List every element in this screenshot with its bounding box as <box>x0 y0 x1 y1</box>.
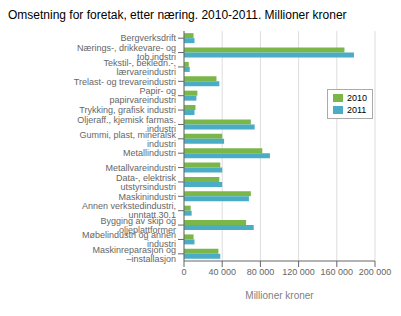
svg-text:Millioner kroner: Millioner kroner <box>245 290 314 301</box>
svg-text:Trykking, grafisk industri: Trykking, grafisk industri <box>79 105 176 115</box>
svg-text:Trelast- og trevareindustri: Trelast- og trevareindustri <box>74 77 176 87</box>
svg-text:Maskinindustri: Maskinindustri <box>118 192 176 202</box>
svg-text:0: 0 <box>181 267 186 277</box>
svg-text:Gummi, plast, mineralskindustr: Gummi, plast, mineralskindustri <box>79 130 176 149</box>
svg-text:160 000: 160 000 <box>321 267 354 277</box>
svg-text:Data-, elektriskutstyrsindustr: Data-, elektriskutstyrsindustri <box>116 173 177 192</box>
svg-text:200 000: 200 000 <box>359 267 392 277</box>
svg-text:120 000: 120 000 <box>282 267 315 277</box>
svg-text:40 000: 40 000 <box>208 267 236 277</box>
svg-text:80 000: 80 000 <box>247 267 275 277</box>
svg-text:Metallindustri: Metallindustri <box>123 148 176 158</box>
svg-text:Metallvareindustri: Metallvareindustri <box>105 163 176 173</box>
svg-text:Papir- ogpapirvareindustri: Papir- ogpapirvareindustri <box>109 86 176 105</box>
svg-text:Bergverksdrift: Bergverksdrift <box>120 33 176 43</box>
svg-text:Tekstil-, bekledn.-,lærvareind: Tekstil-, bekledn.-,lærvareindustri <box>103 58 176 77</box>
svg-text:Maskinreparasjon og–installasj: Maskinreparasjon og–installasjon <box>92 245 176 264</box>
